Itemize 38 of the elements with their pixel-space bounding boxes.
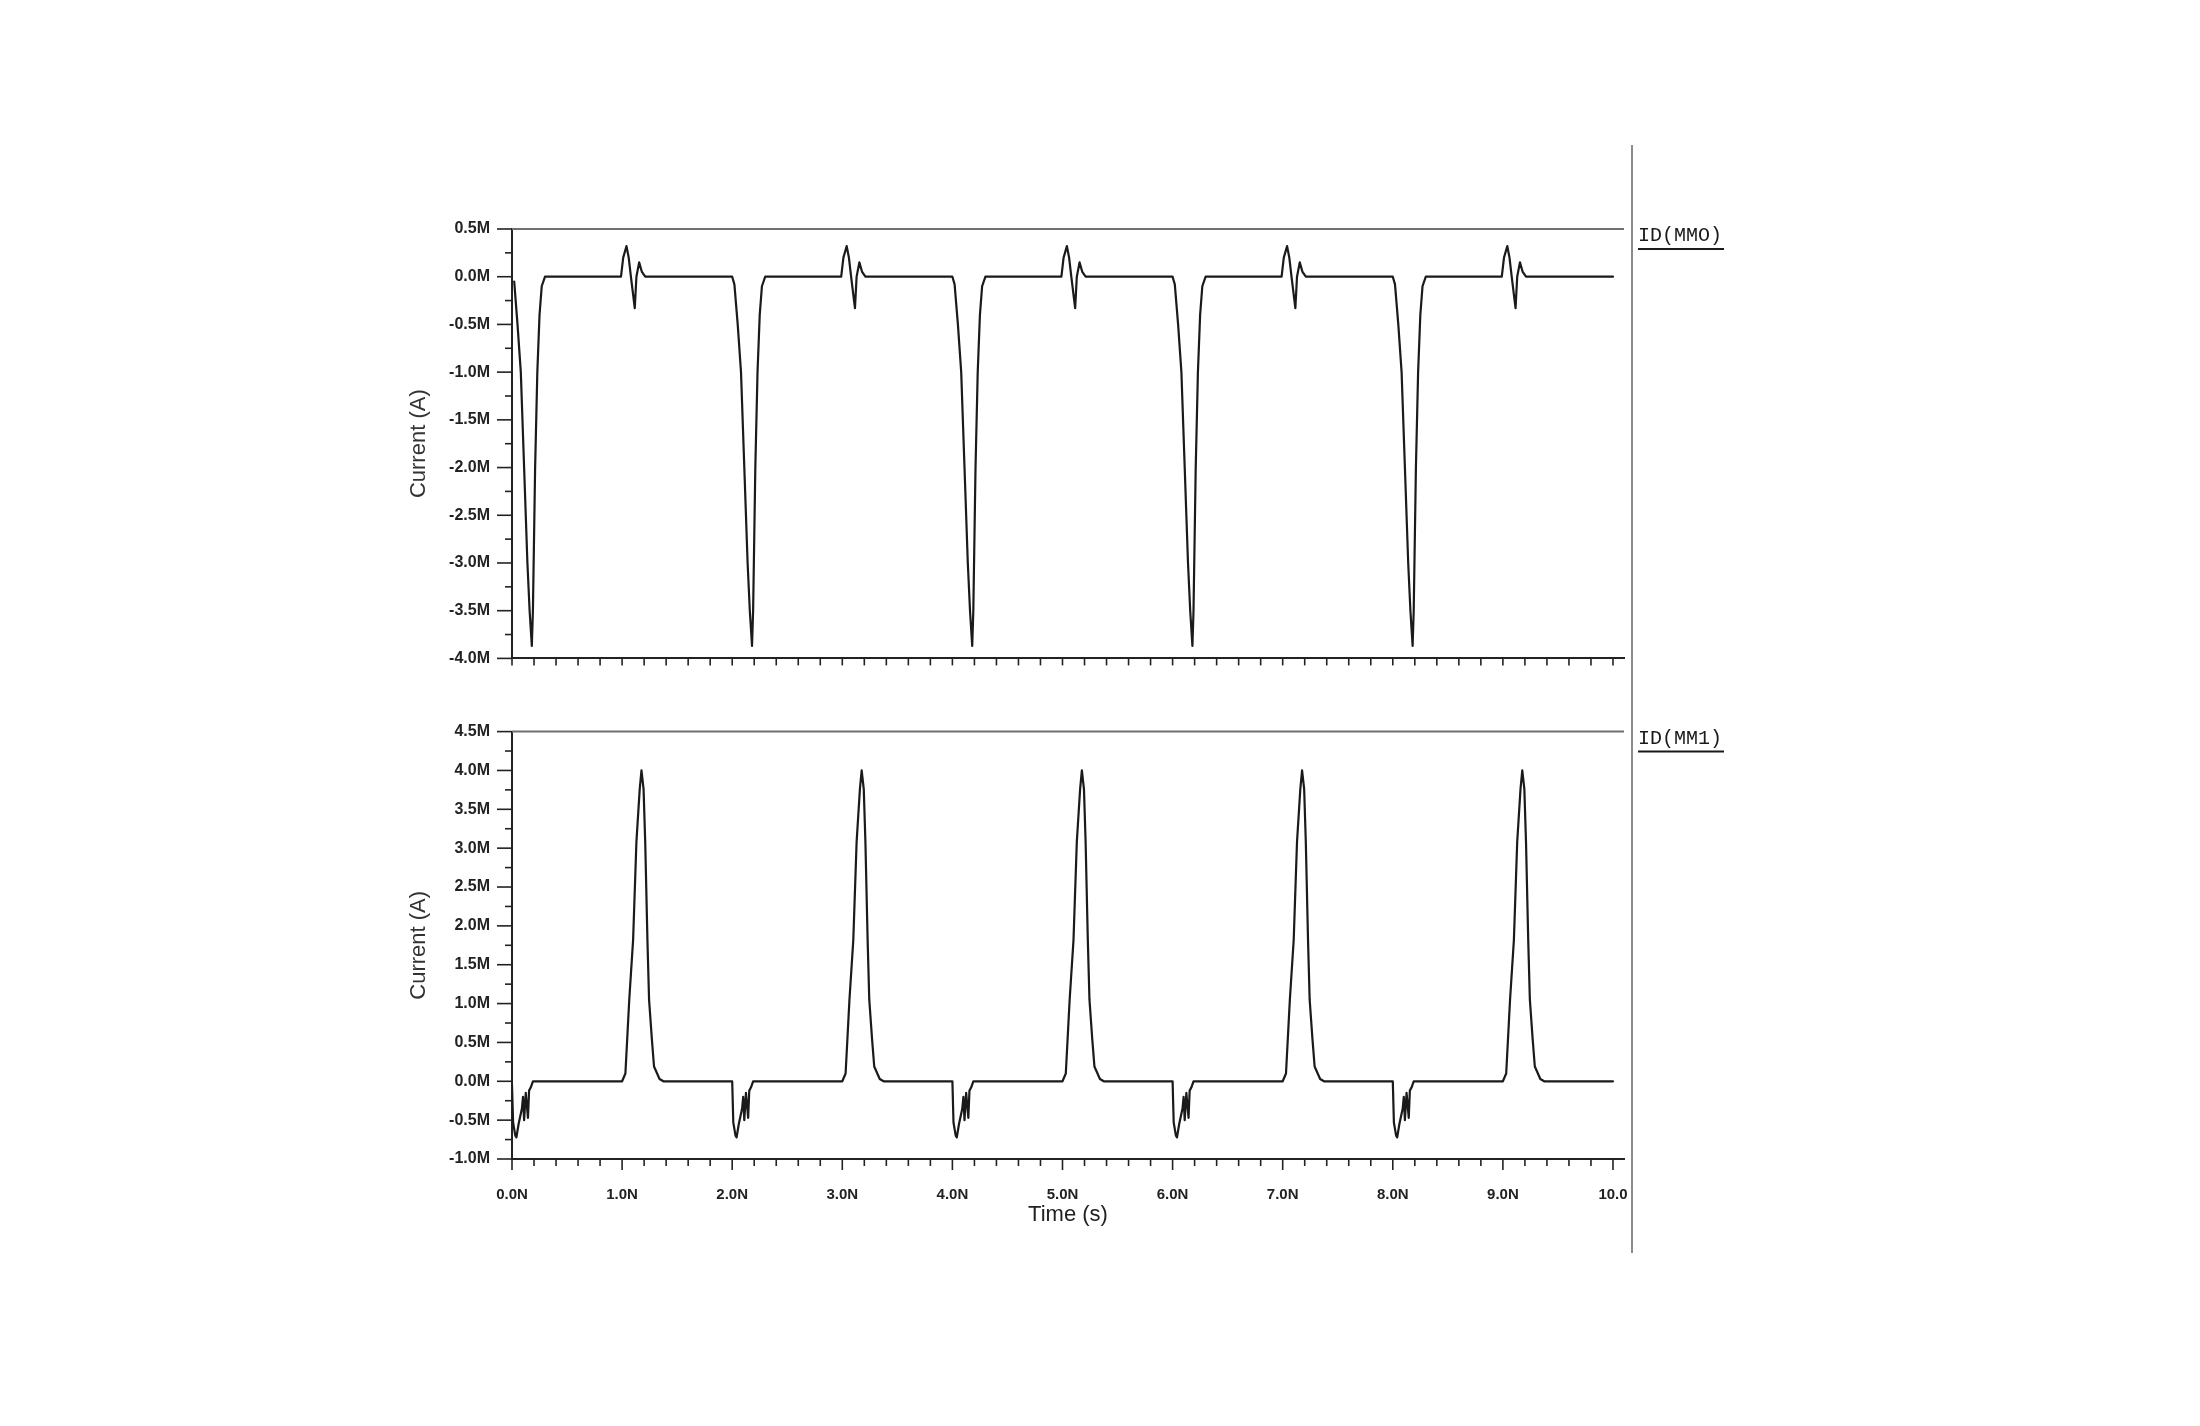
series-label: ID(MMO) (1638, 224, 1723, 248)
x-tick-label: 5.0N (1046, 1185, 1079, 1203)
x-tick-label: 6.0N (1156, 1185, 1189, 1203)
y-tick-label: -0.5M (449, 314, 490, 332)
y-tick-label: 0.0M (454, 1071, 490, 1089)
y-tick-label: 4.0M (454, 760, 490, 778)
y-tick-label: -4.0M (449, 648, 490, 666)
y-tick-label: 1.0M (454, 993, 490, 1011)
x-tick-label: 7.0N (1266, 1185, 1299, 1203)
y-tick-label: -1.5M (449, 410, 490, 428)
y-tick-label: -1.0M (449, 362, 490, 380)
x-axis-title: Time (s) (1028, 1200, 1108, 1226)
y-axis-title: Current (A) (405, 890, 431, 1000)
y-tick-label: 0.5M (454, 219, 490, 237)
x-tick-label: 1.0N (606, 1185, 638, 1203)
x-tick-label: 3.0N (826, 1185, 859, 1203)
text: ID(MM1) (1638, 726, 1723, 750)
y-tick-label: -2.5M (449, 505, 490, 523)
y-tick-label: 0.5M (454, 1032, 490, 1050)
y-tick-label: -3.5M (449, 601, 490, 619)
x-tick-label: 10.0 (1598, 1185, 1628, 1203)
y-tick-label: -1.0M (449, 1149, 490, 1167)
y-tick-label: -3.0M (449, 553, 490, 571)
y-tick-label: 0.0M (454, 267, 490, 285)
y-tick-label: 3.5M (454, 799, 490, 817)
y-tick-label: 2.5M (454, 877, 490, 895)
y-tick-label: -2.0M (449, 457, 490, 475)
y-tick-label: 1.5M (454, 955, 490, 973)
y-tick-label: 4.5M (454, 722, 490, 740)
y-tick-label: -0.5M (449, 1110, 490, 1128)
y-tick-label: 2.0M (454, 916, 490, 934)
y-tick-label: 3.0M (454, 838, 490, 856)
x-tick-label: 8.0N (1376, 1185, 1409, 1203)
y-axis-title: Current (A) (405, 389, 431, 499)
x-tick-label: 2.0N (716, 1185, 749, 1203)
x-tick-label: 0.0N (496, 1185, 528, 1203)
x-tick-label: 4.0N (936, 1185, 969, 1203)
x-tick-label: 9.0N (1487, 1185, 1519, 1203)
